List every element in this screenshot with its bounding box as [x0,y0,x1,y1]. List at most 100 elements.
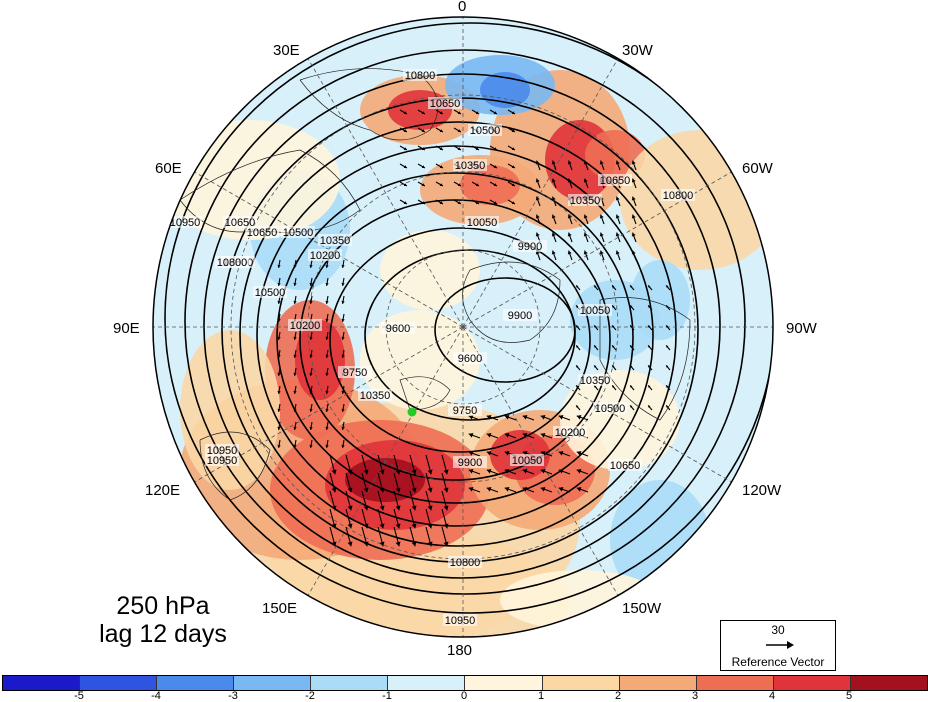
wind-vector [471,199,480,205]
wind-vector [631,160,637,171]
contour-label: 10500 [468,124,502,137]
wind-vector [325,277,329,286]
wind-vector [486,414,499,421]
contour-label: 10950 [168,216,202,229]
wind-vector [629,385,635,391]
contour-label: 10350 [453,159,487,172]
wind-vector [558,450,571,457]
wind-vector [277,349,281,358]
wind-vector [535,196,541,207]
wind-vector [647,285,653,291]
wind-vector [361,508,369,529]
wind-vector [417,145,426,151]
wind-vector [615,232,621,243]
colorbar-tick-label: 3 [691,690,699,702]
meridian-line [307,58,464,328]
wind-vector [631,214,637,225]
anomaly-blob [345,458,425,502]
wind-vector [468,432,481,439]
wind-vector [325,295,329,304]
lon-label-60e: 60E [155,160,182,177]
wind-vector [309,385,313,394]
wind-vector [540,414,553,421]
wind-vector [425,490,433,511]
wind-vector [325,367,329,376]
wind-vector [361,454,369,475]
wind-vector [575,405,581,411]
wind-vector [507,163,516,169]
contour-label: 9750 [338,366,372,379]
contour-label: 10350 [318,234,352,247]
wind-vector [540,432,553,439]
colorbar [2,675,928,691]
wind-vector [361,472,369,493]
colorbar-segment [542,676,620,690]
wind-vector [468,486,481,493]
wind-vector [665,325,671,331]
wind-vector [486,432,499,439]
wind-vector [599,214,605,225]
colorbar-tick-label: -1 [382,690,392,702]
svg-text:10650: 10650 [247,227,278,239]
svg-text:10800: 10800 [450,557,481,569]
wind-vector [522,486,535,493]
wind-vector [325,259,329,268]
contour-label: 10500 [281,226,315,239]
wind-vector [325,439,329,448]
contour-label: 10500 [593,402,627,415]
colorbar-segment [465,676,543,690]
svg-text:10650: 10650 [610,460,641,472]
coastline [399,376,451,411]
wind-vector [417,109,426,115]
wind-vector [425,508,433,529]
wind-vector [309,349,313,358]
contour-label: 9600 [381,322,415,335]
svg-text:10950: 10950 [445,615,476,627]
wind-vector [489,163,498,169]
wind-vector [341,295,345,304]
wind-vector [615,250,621,261]
wind-vector [599,232,605,243]
wind-vector [409,526,417,547]
wind-vector [277,439,281,448]
wind-vector [665,305,671,311]
wind-vector [277,331,281,340]
contour-labels: 10800 10650 10500 10350 10050 9900 9600 9600 975… [168,69,695,627]
wind-vector [345,454,353,475]
wind-vector [277,277,281,286]
wind-vector [293,259,297,268]
wind-vector [399,163,408,169]
meridian-line [462,171,732,328]
svg-text:10950: 10950 [170,217,201,229]
svg-text:10350: 10350 [455,160,486,172]
wind-vector [393,454,401,475]
svg-text:10200: 10200 [555,427,586,439]
wind-vector [293,385,297,394]
wind-vector [377,526,385,547]
wind-vector [399,199,408,205]
wind-vector [567,160,573,171]
wind-vector [489,181,498,187]
wind-vector [507,145,516,151]
wind-vector [558,414,571,421]
wind-vector [611,345,617,351]
wind-vector [329,490,337,511]
anomaly-blob [480,72,530,108]
wind-vector [425,472,433,493]
wind-vector [611,325,617,331]
wind-vector [631,250,637,261]
wind-vector [551,160,557,171]
svg-text:10650: 10650 [600,175,631,187]
lon-label-120w: 120W [742,482,782,499]
contour-label: 10500 [253,286,287,299]
wind-vector [293,421,297,430]
wind-vector [425,454,433,475]
wind-vector [647,405,653,411]
wind-vector [377,508,385,529]
wind-vector [435,145,444,151]
anomaly-blob [620,130,773,270]
lon-label-30w: 30W [622,42,653,59]
wind-vector [665,285,671,291]
wind-vector [576,450,589,457]
wind-vector [593,345,599,351]
